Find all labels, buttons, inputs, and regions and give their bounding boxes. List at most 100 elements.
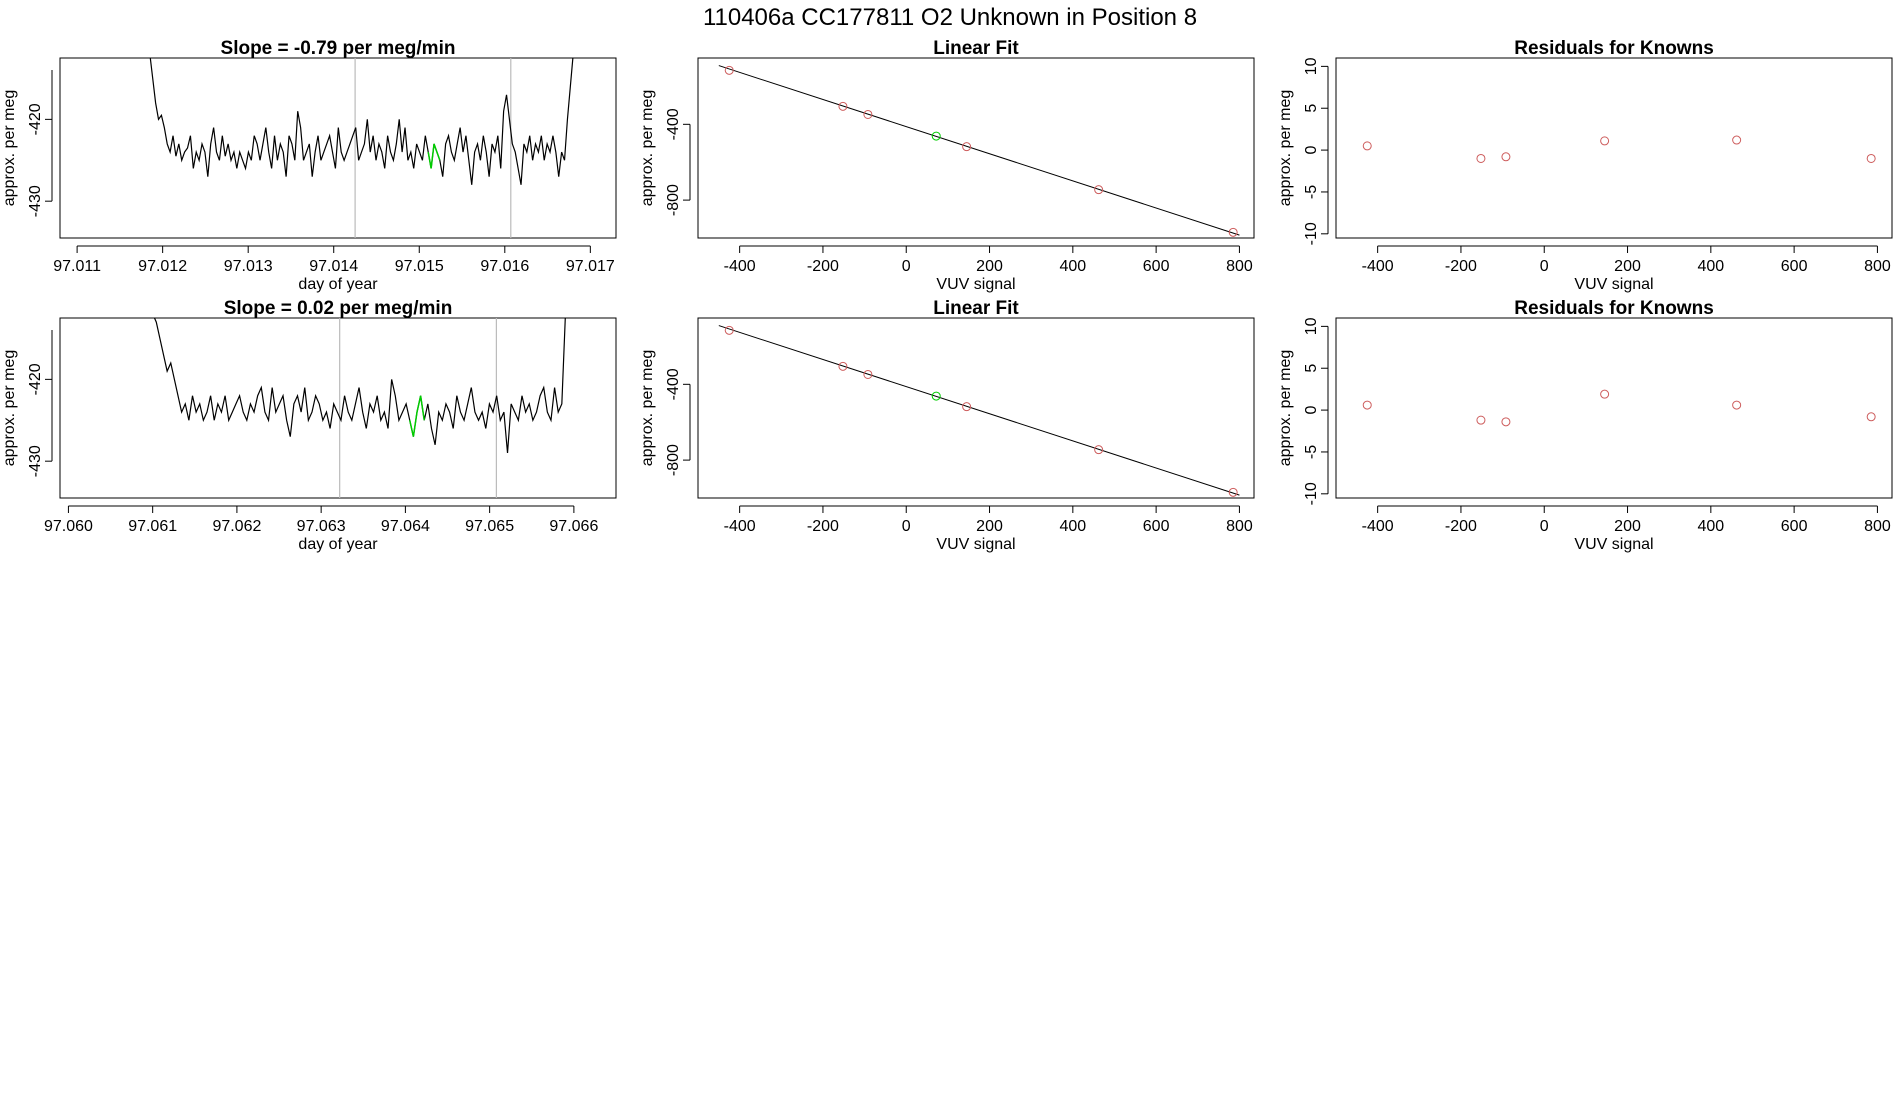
y-axis-label: approx. per meg (639, 90, 656, 207)
x-tick-label: -200 (1445, 258, 1477, 275)
panel-title: Slope = 0.02 per meg/min (224, 298, 453, 319)
x-tick-label: 0 (902, 258, 911, 275)
x-tick-label: 200 (976, 258, 1003, 275)
x-tick-label: 97.062 (212, 518, 261, 535)
x-tick-label: 600 (1781, 518, 1808, 535)
data-point (1094, 185, 1104, 195)
x-tick-label: 97.060 (44, 518, 93, 535)
data-point (931, 131, 941, 141)
fit-line (718, 325, 1240, 496)
plot-area (149, 58, 574, 238)
plot-area (718, 65, 1240, 237)
y-axis-label: approx. per meg (1277, 350, 1294, 467)
plot-area (153, 318, 566, 498)
data-point (838, 361, 848, 371)
data-point (1501, 152, 1511, 162)
x-tick-label: -200 (807, 518, 839, 535)
chart-panel-fit1: Linear Fit -400 -200 0 200 400 600 800 VUV signa… (639, 38, 1255, 293)
y-tick-label: -400 (665, 108, 682, 140)
x-tick-label: 400 (1697, 518, 1724, 535)
data-point (1228, 227, 1238, 237)
y-axis-label: approx. per meg (1277, 90, 1294, 207)
x-tick-label: 97.014 (309, 258, 358, 275)
y-axis-label: approx. per meg (639, 350, 656, 467)
chart-panel-res1: Residuals for Knowns -400 -200 0 200 400 600 80… (1277, 38, 1893, 293)
x-axis-label: day of year (298, 276, 378, 293)
y-tick-label: -800 (665, 444, 682, 476)
x-axis-label: VUV signal (936, 536, 1015, 553)
x-tick-label: -400 (1362, 258, 1394, 275)
plot-area (1362, 135, 1876, 163)
data-point (863, 109, 873, 119)
y-tick-label: 0 (1303, 406, 1320, 415)
x-tick-label: 800 (1864, 518, 1891, 535)
data-point (1362, 400, 1372, 410)
y-tick-label: -430 (27, 185, 44, 217)
x-tick-label: 600 (1143, 518, 1170, 535)
chart-panel-res2: Residuals for Knowns -400 -200 0 200 400 600 80… (1277, 298, 1893, 553)
series-line (153, 318, 566, 454)
fit-line (718, 65, 1240, 236)
x-tick-label: -400 (724, 258, 756, 275)
data-point (1228, 487, 1238, 497)
x-tick-label: 97.061 (128, 518, 177, 535)
x-tick-label: 400 (1059, 518, 1086, 535)
x-tick-label: -400 (724, 518, 756, 535)
x-tick-label: 800 (1226, 258, 1253, 275)
data-point (1600, 389, 1610, 399)
x-tick-label: 200 (1614, 518, 1641, 535)
data-point (724, 65, 734, 75)
x-axis-label: VUV signal (1574, 536, 1653, 553)
data-point (1501, 417, 1511, 427)
x-tick-label: -200 (1445, 518, 1477, 535)
plot-frame (697, 317, 1255, 499)
data-point (1866, 412, 1876, 422)
y-tick-label: 10 (1303, 57, 1320, 75)
plot-area (1362, 389, 1876, 427)
y-tick-label: -5 (1303, 185, 1320, 199)
x-tick-label: 800 (1226, 518, 1253, 535)
y-tick-label: -430 (27, 445, 44, 477)
y-tick-label: -420 (27, 363, 44, 395)
data-point (1866, 153, 1876, 163)
x-axis-label: VUV signal (936, 276, 1015, 293)
x-tick-label: 200 (1614, 258, 1641, 275)
y-tick-label: 5 (1303, 364, 1320, 373)
data-point (1362, 141, 1372, 151)
panel-title: Slope = -0.79 per meg/min (221, 38, 456, 59)
plot-frame (1335, 57, 1893, 239)
x-tick-label: 97.011 (53, 258, 101, 275)
x-tick-label: 200 (976, 518, 1003, 535)
data-point (962, 402, 972, 412)
y-tick-label: -400 (665, 368, 682, 400)
x-tick-label: -200 (807, 258, 839, 275)
x-tick-label: 800 (1864, 258, 1891, 275)
y-tick-label: -10 (1303, 222, 1320, 245)
plot-frame (59, 57, 617, 239)
y-axis-label: approx. per meg (1, 90, 18, 207)
panel-title: Residuals for Knowns (1514, 298, 1714, 319)
x-tick-label: 97.063 (297, 518, 346, 535)
data-point (838, 101, 848, 111)
data-point (863, 369, 873, 379)
plot-frame (697, 57, 1255, 239)
chart-panel-fit2: Linear Fit -400 -200 0 200 400 600 800 VUV signa… (639, 298, 1255, 553)
x-tick-label: 97.012 (138, 258, 187, 275)
data-point (1600, 136, 1610, 146)
y-tick-label: 5 (1303, 104, 1320, 113)
y-tick-label: -10 (1303, 482, 1320, 505)
y-tick-label: -800 (665, 184, 682, 216)
series-highlight (409, 395, 425, 437)
y-tick-label: -5 (1303, 445, 1320, 459)
x-axis-label: day of year (298, 536, 378, 553)
y-tick-label: 10 (1303, 317, 1320, 335)
x-tick-label: -400 (1362, 518, 1394, 535)
x-tick-label: 97.064 (381, 518, 430, 535)
chart-panel-ts2: Slope = 0.02 per meg/min 97.060 97.061 97.0… (1, 298, 617, 553)
x-tick-label: 0 (1540, 518, 1549, 535)
data-point (1094, 445, 1104, 455)
x-tick-label: 97.013 (224, 258, 273, 275)
figure-title: 110406a CC177811 O2 Unknown in Position … (703, 4, 1197, 31)
panel-title: Linear Fit (933, 298, 1019, 319)
panel-title: Linear Fit (933, 38, 1019, 59)
